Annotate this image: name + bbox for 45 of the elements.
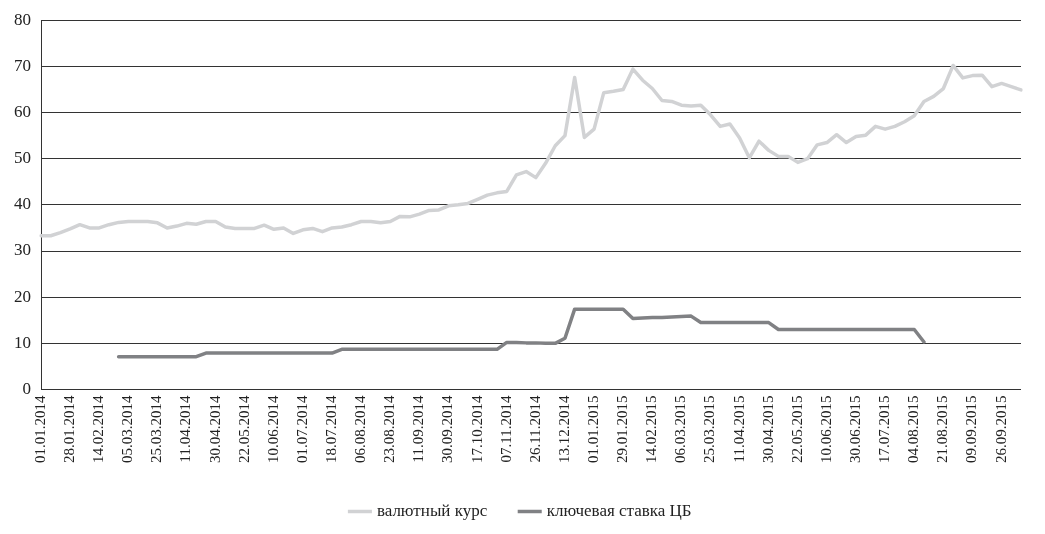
x-tick-label: 09.09.2015 bbox=[963, 395, 980, 463]
x-tick-label: 30.06.2015 bbox=[846, 395, 863, 463]
legend-label: ключевая ставка ЦБ bbox=[546, 500, 692, 520]
x-tick-label: 23.08.2014 bbox=[381, 395, 398, 463]
y-tick-label: 10 bbox=[14, 332, 31, 352]
x-tick-label: 14.02.2014 bbox=[90, 395, 107, 463]
x-tick-label: 13.12.2014 bbox=[555, 395, 572, 463]
x-tick-label: 26.09.2015 bbox=[992, 395, 1009, 463]
y-tick-label: 40 bbox=[14, 194, 31, 214]
y-tick-label: 50 bbox=[14, 148, 31, 168]
x-tick-label: 01.01.2015 bbox=[585, 395, 602, 463]
x-tick-label: 06.08.2014 bbox=[352, 395, 369, 463]
x-tick-label: 11.04.2015 bbox=[730, 395, 747, 463]
x-tick-label: 01.07.2014 bbox=[293, 395, 310, 463]
legend-label: валютный курс bbox=[376, 500, 488, 520]
x-tick-label: 29.01.2015 bbox=[614, 395, 631, 463]
y-tick-label: 20 bbox=[14, 286, 31, 306]
x-tick-label: 11.09.2014 bbox=[410, 395, 427, 463]
x-tick-label: 17.07.2015 bbox=[876, 395, 893, 463]
x-tick-label: 07.11.2014 bbox=[497, 395, 514, 463]
x-tick-label: 30.04.2014 bbox=[206, 395, 223, 463]
y-tick-label: 0 bbox=[22, 378, 31, 398]
x-tick-label: 10.06.2014 bbox=[264, 395, 281, 463]
x-tick-label: 18.07.2014 bbox=[323, 395, 340, 463]
x-tick-label: 14.02.2015 bbox=[643, 395, 660, 463]
y-tick-label: 70 bbox=[14, 55, 31, 75]
y-tick-label: 80 bbox=[14, 9, 31, 29]
x-tick-label: 22.05.2014 bbox=[235, 395, 252, 463]
x-tick-label: 26.11.2014 bbox=[526, 395, 543, 463]
x-tick-label: 04.08.2015 bbox=[905, 395, 922, 463]
x-tick-label: 22.05.2015 bbox=[788, 395, 805, 463]
x-tick-label: 17.10.2014 bbox=[468, 395, 485, 463]
y-tick-label: 60 bbox=[14, 101, 31, 121]
x-tick-label: 05.03.2014 bbox=[119, 395, 136, 463]
x-tick-label: 25.03.2014 bbox=[148, 395, 165, 463]
x-tick-label: 11.04.2014 bbox=[177, 395, 194, 463]
x-tick-label: 28.01.2014 bbox=[61, 395, 78, 463]
x-tick-label: 30.09.2014 bbox=[439, 395, 456, 463]
x-tick-label: 06.03.2015 bbox=[672, 395, 689, 463]
x-tick-label: 25.03.2015 bbox=[701, 395, 718, 463]
y-tick-label: 30 bbox=[14, 240, 31, 260]
x-tick-label: 01.01.2014 bbox=[31, 395, 48, 463]
x-tick-label: 10.06.2015 bbox=[817, 395, 834, 463]
x-tick-label: 21.08.2015 bbox=[934, 395, 951, 463]
x-tick-label: 30.04.2015 bbox=[759, 395, 776, 463]
